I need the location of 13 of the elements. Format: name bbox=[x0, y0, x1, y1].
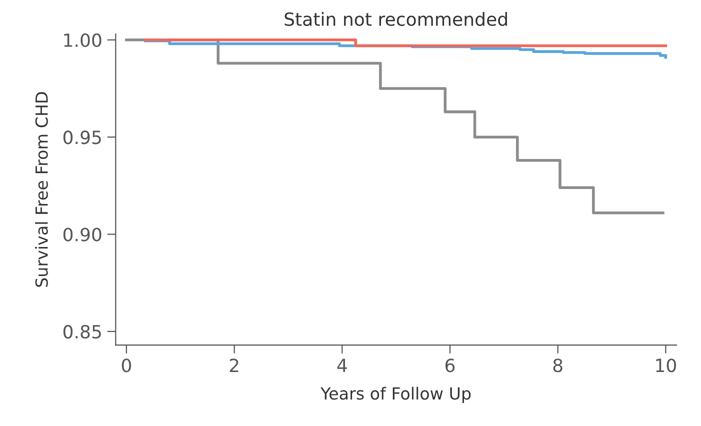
x-tick-label: 10 bbox=[656, 358, 676, 372]
x-tick-label: 4 bbox=[337, 358, 347, 372]
x-tick-label: 2 bbox=[230, 358, 238, 372]
y-tick-label: 0.85 bbox=[63, 324, 101, 339]
x-tick-label: 0 bbox=[122, 358, 131, 372]
y-tick-label: 0.95 bbox=[63, 130, 101, 144]
x-tick-label: 8 bbox=[553, 358, 562, 372]
x-axis-title: Years of Follow Up bbox=[320, 386, 471, 403]
chart-title: Statin not recommended bbox=[284, 12, 507, 26]
y-axis-title: Survival Free From CHD bbox=[35, 92, 48, 287]
x-tick-label: 6 bbox=[446, 358, 455, 372]
y-tick-label: 1.00 bbox=[64, 33, 102, 48]
y-tick-label: 0.90 bbox=[63, 228, 102, 242]
